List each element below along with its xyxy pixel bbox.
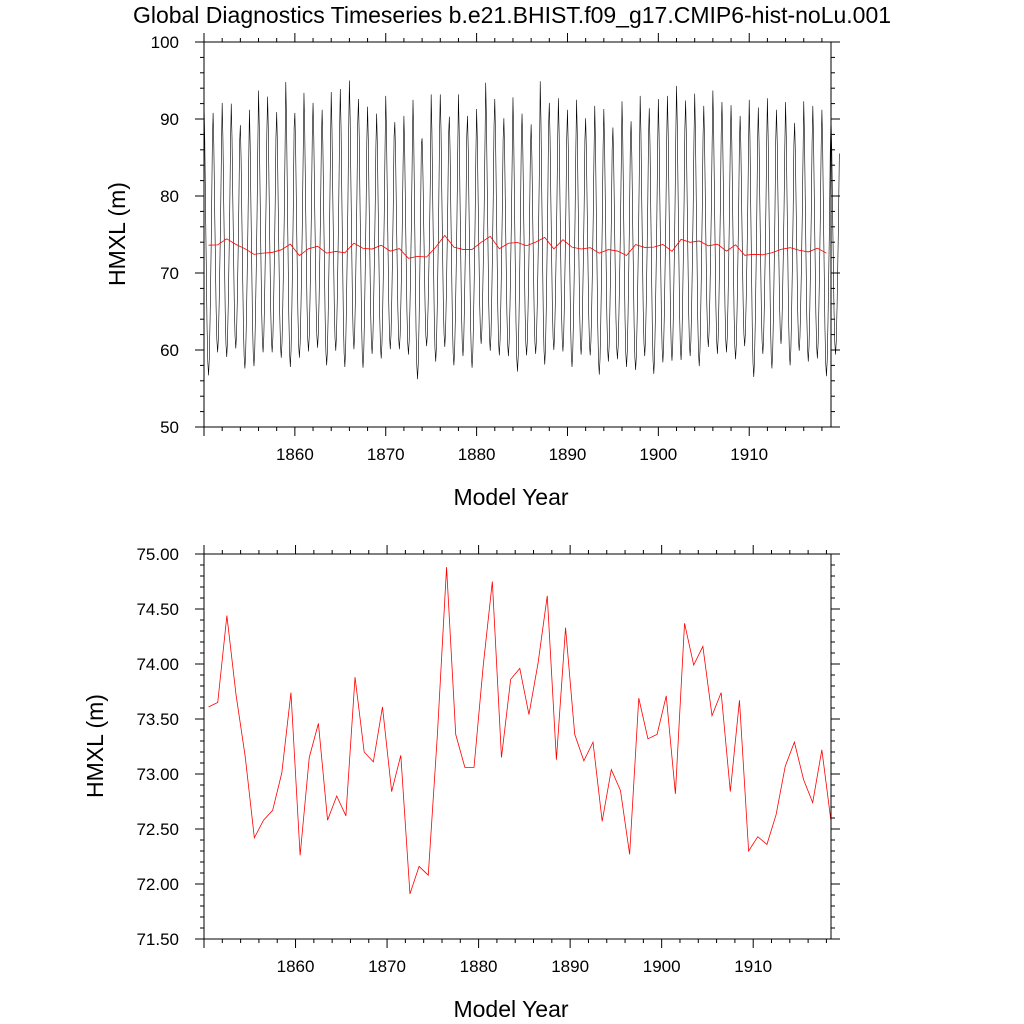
x-tick-label: 1900	[643, 957, 681, 976]
monthly-y-axis-label: HMXL (m)	[104, 182, 130, 286]
x-tick-label: 1910	[730, 445, 768, 464]
y-tick-label: 100	[151, 33, 179, 52]
y-tick-label: 80	[160, 187, 179, 206]
x-tick-label: 1910	[734, 957, 772, 976]
y-tick-label: 60	[160, 341, 179, 360]
monthly-plot-frame	[203, 41, 832, 428]
monthly-plot-marks	[203, 80, 840, 380]
monthly-x-axis-label: Model Year	[453, 484, 568, 510]
y-tick-label: 73.50	[136, 710, 179, 729]
x-tick-label: 1870	[367, 445, 405, 464]
y-tick-label: 75.00	[136, 545, 179, 564]
x-tick-label: 1880	[460, 957, 498, 976]
y-tick-label: 74.00	[136, 655, 179, 674]
monthly-plot-ticks: 1860 1870 1880 1890 1900 1910 50 60 70 80 90 100	[151, 33, 840, 464]
figure-title: Global Diagnostics Timeseries b.e21.BHIS…	[133, 2, 891, 28]
annual-y-axis-label: HMXL (m)	[82, 694, 108, 798]
annual-x-axis-label: Model Year	[453, 996, 568, 1022]
x-tick-label: 1880	[458, 445, 496, 464]
y-tick-label: 72.50	[136, 820, 179, 839]
annual-mean-series-line	[208, 567, 832, 895]
x-tick-label: 1860	[276, 445, 314, 464]
y-tick-label: 90	[160, 110, 179, 129]
y-tick-label: 72.00	[136, 875, 179, 894]
annual-plot-frame	[203, 553, 832, 940]
x-tick-label: 1900	[639, 445, 677, 464]
x-tick-label: 1870	[368, 957, 406, 976]
y-tick-label: 70	[160, 264, 179, 283]
annual-plot-marks	[208, 567, 832, 895]
x-tick-label: 1890	[551, 957, 589, 976]
x-tick-label: 1890	[549, 445, 587, 464]
monthly-series-line	[203, 80, 840, 380]
y-tick-label: 73.00	[136, 765, 179, 784]
x-tick-label: 1860	[277, 957, 315, 976]
y-tick-label: 74.50	[136, 600, 179, 619]
y-tick-label: 71.50	[136, 930, 179, 949]
annual-plot-ticks: 1860 1870 1880 1890 1900 1910 71.50 72.00 72.50 7…	[136, 545, 840, 976]
monthly-timeseries-panel: 1860 1870 1880 1890 1900 1910 50 60 70 80 90 100 Mo…	[104, 33, 840, 510]
y-tick-label: 50	[160, 418, 179, 437]
annual-timeseries-panel: 1860 1870 1880 1890 1900 1910 71.50 72.00 72.50 7…	[82, 545, 840, 1022]
annual-mean-series-line	[208, 234, 827, 259]
